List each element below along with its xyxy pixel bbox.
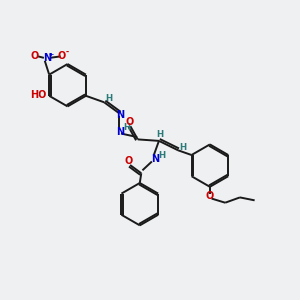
Text: H: H <box>157 130 164 139</box>
Text: H: H <box>105 94 112 103</box>
Text: H: H <box>158 151 165 160</box>
Text: N: N <box>117 110 125 120</box>
Text: HO: HO <box>30 90 46 100</box>
Text: H: H <box>123 123 130 132</box>
Text: O: O <box>126 117 134 127</box>
Text: N: N <box>151 154 160 164</box>
Text: +: + <box>49 52 54 56</box>
Text: N: N <box>117 127 125 137</box>
Text: O: O <box>206 191 214 201</box>
Text: O: O <box>125 156 133 166</box>
Text: -: - <box>66 47 69 56</box>
Text: H: H <box>179 143 187 152</box>
Text: O: O <box>57 51 66 61</box>
Text: N: N <box>43 53 51 63</box>
Text: O: O <box>30 51 39 61</box>
